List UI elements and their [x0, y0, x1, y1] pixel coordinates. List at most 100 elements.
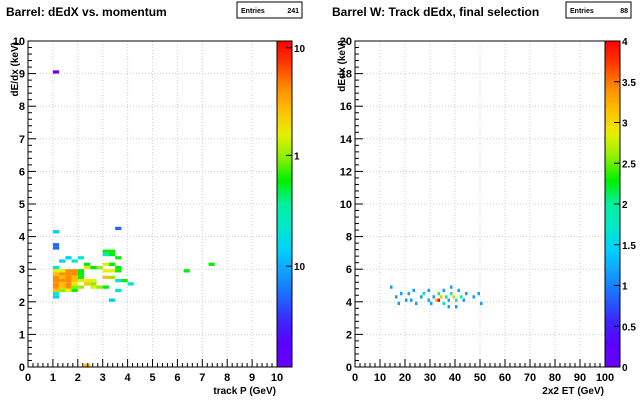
heatmap-cell [77, 275, 85, 279]
heatmap-cell [412, 288, 415, 293]
heatmap-cell [102, 262, 109, 266]
heatmap-cell [115, 269, 122, 273]
heatmap-cell [77, 256, 85, 260]
heatmap-cell [400, 292, 403, 296]
color-scale-bar: 0 0.5 1 1.5 2 2.5 3 3.5 4 [604, 37, 636, 374]
stats-box-frame [565, 1, 632, 19]
heatmap-cell [84, 262, 91, 266]
heatmap-cell [455, 305, 458, 309]
x-tick-label: 5 [149, 372, 155, 384]
color-scale-bar: 10 1 10 [276, 40, 306, 368]
heatmap-cell [108, 249, 116, 253]
y-tick-label: 14 [340, 134, 353, 146]
heatmap-cell [108, 275, 116, 279]
stats-box: Entries 241 [236, 1, 303, 19]
heatmap-cell [71, 269, 78, 273]
heatmap-cell [115, 256, 122, 260]
heatmap-cell [52, 265, 60, 270]
heatmap-cell [440, 295, 443, 299]
heatmap-cell [115, 226, 122, 231]
y-tick-label: 7 [19, 134, 25, 146]
axis-ticks: 0 1 2 3 4 5 6 7 8 9 10 0 1 2 3 4 5 6 7 8 9 10 [13, 36, 283, 384]
heatmap-cell [460, 295, 463, 299]
heatmap-cell [52, 269, 60, 273]
x-tick-label: 20 [399, 372, 411, 384]
heatmap-cell [52, 272, 60, 276]
y-tick-label: 2 [346, 329, 352, 341]
stats-value: 241 [287, 8, 299, 15]
heatmap-cell [65, 285, 72, 289]
x-axis-label: track P (GeV) [213, 386, 276, 397]
y-axis-label: dEdx (keV) [337, 40, 348, 92]
heatmap-cell [437, 292, 440, 296]
color-scale-label: 3 [622, 119, 628, 130]
heatmap-cell [450, 292, 453, 296]
heatmap-cell [420, 295, 423, 299]
heatmap-cell [65, 272, 72, 276]
heatmap-cell [410, 298, 413, 302]
heatmap-cell [397, 301, 400, 306]
heatmap-cell [52, 285, 60, 289]
heatmap-cell [108, 252, 116, 257]
x-tick-label: 4 [125, 372, 132, 384]
heatmap-cell [90, 285, 97, 289]
heatmap-cell [442, 288, 445, 293]
heatmap-cell [71, 278, 78, 283]
heatmap-cell [405, 298, 408, 302]
y-tick-label: 0 [19, 362, 25, 374]
chart-title: Barrel: dEdX vs. momentum [6, 5, 167, 19]
heatmap-cell [115, 265, 122, 270]
heatmap-cell [115, 288, 122, 293]
x-tick-label: 100 [596, 372, 614, 384]
heatmap-cell [52, 282, 60, 286]
color-scale-label: 10 [294, 44, 306, 55]
heatmap-cell [430, 301, 433, 306]
x-tick-label: 60 [499, 372, 511, 384]
heatmap-cell [437, 298, 440, 302]
y-tick-label: 3 [19, 264, 25, 276]
heatmap-cell [65, 278, 72, 283]
heatmap-cell [52, 246, 60, 250]
heatmap-cell [52, 288, 60, 293]
heatmap-cell [102, 285, 109, 289]
heatmap-cell [65, 269, 72, 273]
heatmap-cell [102, 275, 109, 279]
heatmap-cell [102, 252, 109, 257]
y-tick-label: 9 [19, 69, 25, 81]
x-tick-label: 8 [224, 372, 230, 384]
heatmap-cell [442, 301, 445, 306]
color-scale-gradient [277, 41, 292, 367]
heatmap-cell [445, 295, 448, 299]
heatmap-cell [65, 275, 72, 279]
grid-lines [355, 41, 605, 367]
heatmap-cell [77, 278, 85, 283]
x-tick-label: 10 [271, 372, 283, 384]
heatmap-cell [121, 278, 128, 283]
stats-label: Entries [241, 8, 265, 15]
y-tick-label: 2 [19, 297, 25, 309]
y-tick-label: 5 [19, 199, 25, 211]
color-scale-label: 4 [622, 37, 628, 48]
color-scale-label: 1 [622, 282, 628, 293]
heatmap-cell [108, 269, 116, 273]
y-axis-label: dE/dx (keV) [10, 42, 21, 96]
heatmap-cell [52, 275, 60, 279]
y-tick-label: 4 [19, 232, 26, 244]
heatmap-cell [59, 282, 66, 286]
y-tick-label: 16 [340, 101, 352, 113]
chart-panel-track-dedx-final-selection: Barrel W: Track dEdx, final selection En… [332, 1, 636, 397]
color-scale-label: 0.5 [622, 322, 636, 333]
stats-label: Entries [570, 8, 594, 15]
heatmap-cell [71, 282, 78, 286]
y-tick-label: 10 [340, 199, 352, 211]
y-tick-label: 4 [346, 297, 353, 309]
heatmap-cell [395, 295, 398, 299]
heatmap-cell [90, 265, 97, 270]
heatmap-cell [427, 288, 430, 293]
color-scale-label: 0 [622, 363, 628, 374]
heatmap-cell [65, 288, 72, 293]
heatmap-cell [422, 292, 425, 296]
heatmap-cell [77, 269, 85, 273]
heatmap-cell [65, 256, 72, 260]
heatmap-cell [432, 295, 435, 299]
